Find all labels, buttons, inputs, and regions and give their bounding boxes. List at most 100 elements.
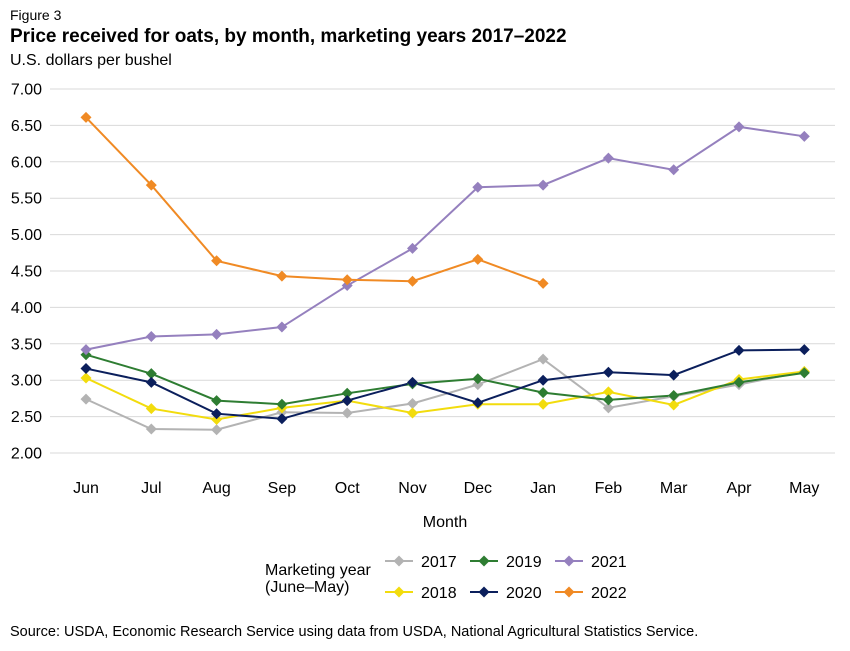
figure-label: Figure 3 xyxy=(10,7,62,23)
x-tick-label: Mar xyxy=(660,480,688,497)
data-point-2018 xyxy=(145,403,157,415)
x-tick-label: Oct xyxy=(335,480,360,497)
data-point-2020 xyxy=(211,408,223,420)
data-point-2022 xyxy=(472,253,484,265)
data-point-2021 xyxy=(602,152,614,164)
legend-title-line1: Marketing year xyxy=(265,562,371,579)
chart-title: Price received for oats, by month, marke… xyxy=(10,26,567,47)
data-point-2021 xyxy=(145,331,157,343)
x-tick-labels: Jun Jul Aug Sep Oct Nov Dec Jan Feb Mar Apr May xyxy=(73,480,819,497)
y-tick-label: 6.50 xyxy=(11,118,42,135)
data-point-2018 xyxy=(537,398,549,410)
x-tick-label: Aug xyxy=(202,480,230,497)
data-point-2018 xyxy=(407,407,418,419)
data-point-2017 xyxy=(80,393,92,405)
y-tick-label: 5.50 xyxy=(11,191,42,208)
legend-label-2019: 2019 xyxy=(506,554,542,571)
legend-marker-2017 xyxy=(393,555,405,567)
data-point-2019 xyxy=(341,387,353,399)
data-point-2020 xyxy=(145,376,157,388)
data-point-2022 xyxy=(407,275,418,287)
data-point-2019 xyxy=(145,368,157,380)
data-point-2021 xyxy=(733,121,745,133)
data-point-2017 xyxy=(407,397,418,409)
legend-marker-2019 xyxy=(478,555,490,567)
y-axis-label: U.S. dollars per bushel xyxy=(10,52,172,69)
data-point-2022 xyxy=(276,270,288,282)
legend-label-2022: 2022 xyxy=(591,585,627,602)
legend-marker-2020 xyxy=(478,586,490,598)
data-point-2019 xyxy=(537,387,549,399)
legend-marker-2018 xyxy=(393,586,405,598)
data-point-2022 xyxy=(537,277,549,289)
y-tick-label: 6.00 xyxy=(11,154,42,171)
data-point-2021 xyxy=(668,164,680,176)
data-point-2018 xyxy=(602,386,614,398)
data-point-2020 xyxy=(407,376,418,388)
y-tick-label: 4.50 xyxy=(11,264,42,281)
data-point-2020 xyxy=(602,366,614,378)
legend: Marketing year (June–May) 2017 2018 2019 20… xyxy=(265,554,627,602)
x-tick-label: Jun xyxy=(73,480,99,497)
y-tick-label: 7.00 xyxy=(11,82,42,99)
y-tick-label: 4.00 xyxy=(11,300,42,317)
data-point-2021 xyxy=(537,179,549,191)
data-point-2019 xyxy=(602,394,614,406)
data-point-2019 xyxy=(276,398,288,410)
data-point-2019 xyxy=(733,376,745,388)
data-point-2020 xyxy=(668,369,680,381)
data-point-2019 xyxy=(668,389,680,401)
y-tick-label: 3.00 xyxy=(11,373,42,390)
source-note: Source: USDA, Economic Research Service … xyxy=(10,624,699,640)
series-line-2020 xyxy=(85,348,805,420)
x-axis-label: Month xyxy=(423,514,467,531)
data-point-2020 xyxy=(276,413,288,425)
data-point-2021 xyxy=(407,242,418,254)
legend-label-2021: 2021 xyxy=(591,554,627,571)
data-point-2021 xyxy=(341,280,353,292)
y-tick-label: 5.00 xyxy=(11,227,42,244)
legend-label-2018: 2018 xyxy=(421,585,457,602)
data-point-2022 xyxy=(80,111,92,123)
data-point-2020 xyxy=(80,363,92,375)
data-point-2021 xyxy=(798,130,810,142)
data-point-2021 xyxy=(472,181,484,193)
data-point-2018 xyxy=(668,399,680,411)
y-tick-label: 3.50 xyxy=(11,336,42,353)
data-point-2018 xyxy=(211,414,223,426)
x-tick-label: Jul xyxy=(141,480,161,497)
data-point-2019 xyxy=(798,367,810,379)
data-point-2022 xyxy=(145,179,157,191)
legend-title-line2: (June–May) xyxy=(265,579,349,596)
data-point-2021 xyxy=(276,321,288,333)
x-tick-label: Sep xyxy=(268,480,297,497)
x-tick-label: Nov xyxy=(398,480,426,497)
y-tick-label: 2.50 xyxy=(11,409,42,426)
y-tick-label: 2.00 xyxy=(11,446,42,463)
series-line-2021 xyxy=(85,125,805,351)
data-point-2020 xyxy=(733,344,745,356)
gridlines xyxy=(50,88,835,454)
x-tick-label: Jan xyxy=(530,480,556,497)
series-markers xyxy=(80,111,810,436)
data-point-2017 xyxy=(341,407,353,419)
x-tick-label: Apr xyxy=(727,480,753,497)
legend-label-2017: 2017 xyxy=(421,554,457,571)
data-point-2020 xyxy=(537,374,549,386)
data-point-2017 xyxy=(211,424,223,436)
data-point-2022 xyxy=(211,255,223,267)
legend-label-2020: 2020 xyxy=(506,585,542,602)
data-point-2017 xyxy=(602,402,614,414)
data-point-2017 xyxy=(145,423,157,435)
data-point-2019 xyxy=(211,395,223,407)
data-point-2020 xyxy=(472,397,484,409)
data-point-2021 xyxy=(211,328,223,340)
data-point-2017 xyxy=(537,353,549,365)
x-tick-label: Feb xyxy=(595,480,623,497)
data-point-2021 xyxy=(80,344,92,356)
data-point-2018 xyxy=(80,372,92,384)
series-lines xyxy=(85,116,805,431)
data-point-2020 xyxy=(341,395,353,407)
data-point-2017 xyxy=(472,379,484,391)
